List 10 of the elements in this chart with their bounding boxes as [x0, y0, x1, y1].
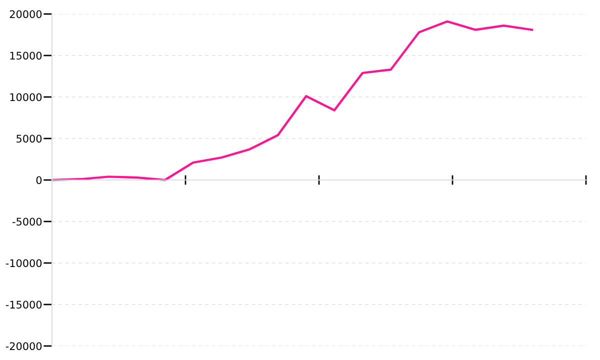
y-tick-label: 10000 — [10, 93, 42, 102]
y-tick-label: -20000 — [6, 342, 42, 350]
y-tick-label: 15000 — [10, 52, 42, 60]
line-series — [52, 20, 534, 182]
y-tick-label: -5000 — [12, 218, 42, 226]
y-tick-label: 20000 — [10, 10, 42, 18]
y-tick-label: 0 — [36, 176, 42, 184]
y-tick-label: -10000 — [6, 259, 42, 268]
y-tick-label: 5000 — [16, 134, 42, 143]
y-tick-label: -15000 — [6, 300, 42, 309]
